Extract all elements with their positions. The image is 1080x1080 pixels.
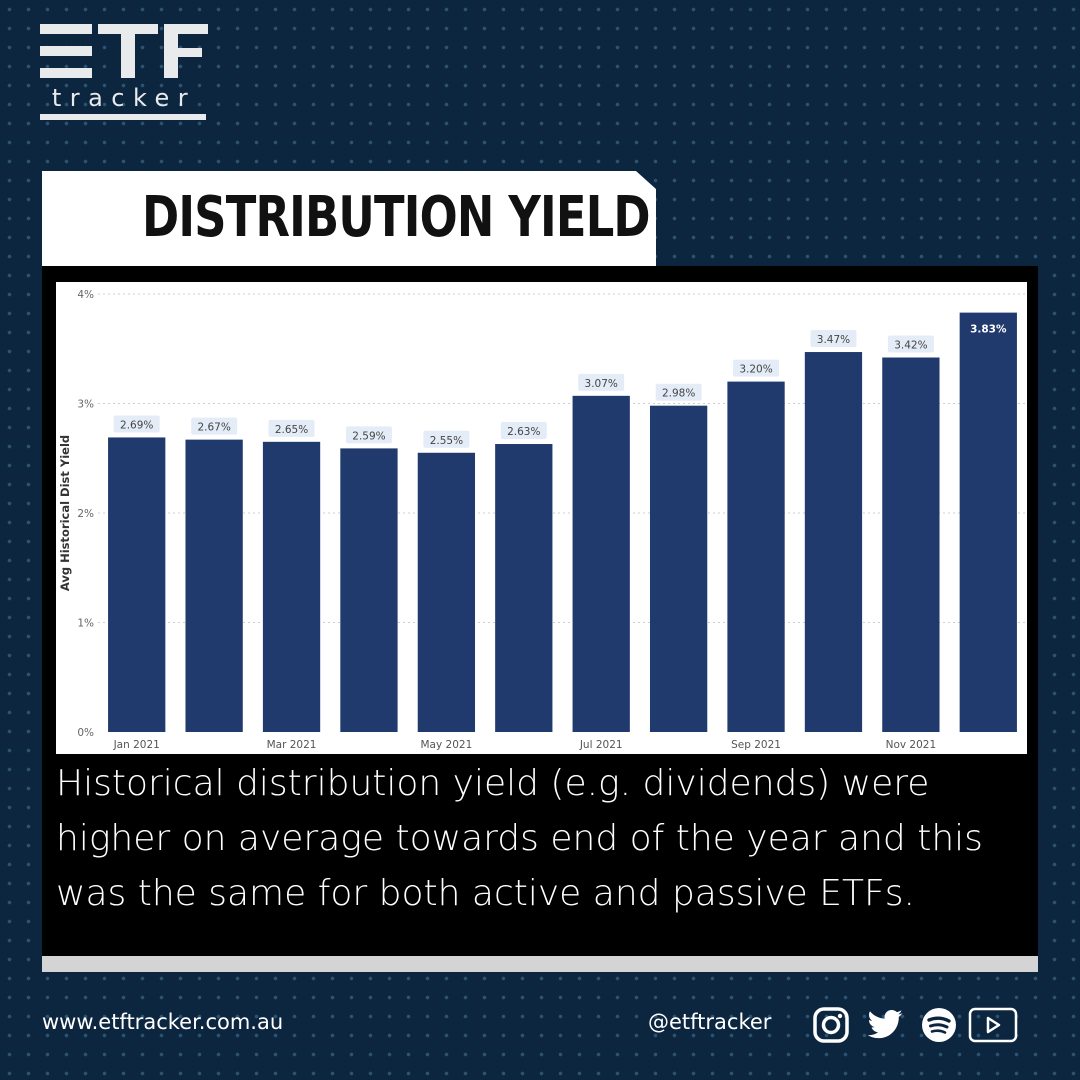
data-label-bg xyxy=(423,430,470,448)
x-tick-label: Nov 2021 xyxy=(886,739,937,751)
data-label: 3.83% xyxy=(970,324,1007,336)
bar xyxy=(882,357,940,732)
instagram-icon[interactable] xyxy=(812,1006,850,1044)
bar xyxy=(262,441,321,732)
bar xyxy=(727,381,785,732)
bar xyxy=(340,448,398,732)
bar xyxy=(108,437,166,732)
data-label-bg xyxy=(733,359,780,377)
data-label: 2.98% xyxy=(662,388,695,400)
chart-container: 0% 1% 2% 3% 4% Avg Historical Dist Yield 2.69%… xyxy=(56,282,1027,754)
y-tick-label: 1% xyxy=(77,618,94,630)
x-tick-label: Sep 2021 xyxy=(731,739,781,751)
caption-text: Historical distribution yield (e.g. divi… xyxy=(56,763,983,914)
bar-chart: 0% 1% 2% 3% 4% Avg Historical Dist Yield 2.69%… xyxy=(58,289,1027,751)
bar xyxy=(495,444,553,732)
data-label-bg xyxy=(655,383,702,401)
bar xyxy=(185,439,243,732)
data-label: 3.07% xyxy=(585,378,618,390)
data-label: 2.59% xyxy=(352,430,385,442)
youtube-icon[interactable] xyxy=(968,1006,1018,1044)
y-tick-label: 0% xyxy=(77,727,94,739)
bar xyxy=(417,452,476,732)
data-label-bg xyxy=(268,419,315,437)
data-label-bg xyxy=(345,426,392,444)
data-label-bg xyxy=(113,415,160,433)
data-label: 2.65% xyxy=(275,424,308,436)
x-tick-label: Jan 2021 xyxy=(113,739,160,751)
bar xyxy=(804,352,863,732)
data-label-bg xyxy=(810,330,857,348)
data-label: 2.55% xyxy=(430,435,463,447)
bar xyxy=(959,312,1017,732)
x-tick-label: May 2021 xyxy=(420,739,472,751)
bar xyxy=(649,405,708,732)
y-tick-label: 3% xyxy=(77,399,94,411)
data-label: 2.69% xyxy=(120,419,153,431)
y-tick-label: 2% xyxy=(77,508,94,520)
title-banner: DISTRIBUTION YIELD xyxy=(42,171,656,266)
data-label-bg xyxy=(500,422,547,440)
twitter-icon[interactable] xyxy=(864,1006,906,1044)
website-link[interactable]: www.etftracker.com.au xyxy=(42,1010,284,1034)
spotify-icon[interactable] xyxy=(920,1006,958,1044)
data-label: 3.42% xyxy=(894,340,927,352)
data-label-bg xyxy=(887,335,934,353)
social-handle: @etftracker xyxy=(648,1010,772,1034)
data-label: 3.47% xyxy=(817,334,850,346)
etf-tracker-logo: tracker xyxy=(40,22,208,122)
data-label: 3.20% xyxy=(739,364,772,376)
page-title: DISTRIBUTION YIELD xyxy=(142,185,651,250)
panel-bottom-strip xyxy=(42,956,1038,972)
x-tick-label: Mar 2021 xyxy=(267,739,317,751)
data-label-bg xyxy=(191,417,238,435)
y-tick-label: 4% xyxy=(77,289,94,301)
bar xyxy=(572,395,630,732)
data-label: 2.63% xyxy=(507,426,540,438)
data-label: 2.67% xyxy=(197,422,230,434)
x-tick-label: Jul 2021 xyxy=(579,739,623,751)
logo-wordmark: tracker xyxy=(51,84,197,112)
y-axis-label: Avg Historical Dist Yield xyxy=(58,435,72,591)
data-label-bg xyxy=(578,373,625,391)
